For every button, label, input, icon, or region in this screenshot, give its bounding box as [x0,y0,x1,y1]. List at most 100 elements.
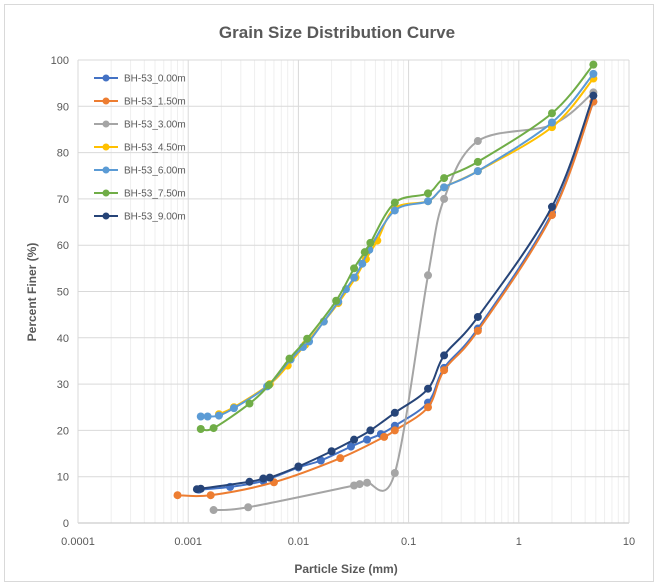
data-point [390,206,399,215]
data-point [332,296,341,305]
series-line [177,101,595,498]
legend-label: BH-53_9.00m [124,212,186,223]
data-point [350,435,359,444]
data-point [350,264,359,273]
data-point [316,456,325,465]
legend-entry: BH-53_4.50m [94,143,186,154]
data-point [589,60,598,69]
data-point [196,412,205,421]
chart-title: Grain Size Distribution Curve [219,23,455,42]
data-point [206,491,215,500]
data-point [303,334,312,343]
series-line [194,95,595,491]
data-point [547,202,556,211]
data-point [390,408,399,417]
major-gridlines [77,59,630,524]
x-tick-label: 0.001 [174,536,202,548]
data-point [244,503,253,512]
legend-label: BH-53_7.50m [124,189,186,200]
data-point [424,189,433,198]
legend-swatch-marker [102,97,110,105]
data-point [390,198,399,207]
data-point [380,432,389,441]
data-point [245,477,254,486]
data-point [203,412,212,421]
y-tick-label: 50 [57,287,69,299]
data-point [360,248,369,257]
data-point [358,259,367,268]
data-point [229,404,238,413]
legend-label: BH-53_3.00m [124,120,186,131]
legend-entry: BH-53_0.00m [94,74,186,85]
legend-swatch-marker [102,189,110,197]
y-tick-label: 0 [63,518,69,530]
data-point [440,351,449,360]
y-tick-label: 90 [57,101,69,113]
data-point [346,442,355,451]
y-tick-label: 100 [51,55,69,67]
data-point [440,194,449,203]
data-point [390,468,399,477]
data-point [424,384,433,393]
x-tick-label: 10 [623,536,635,548]
data-point [196,484,205,493]
data-point [259,474,268,483]
series-0 [194,97,598,494]
legend-swatch-marker [102,212,110,220]
y-tick-label: 40 [57,333,69,345]
y-tick-label: 10 [57,472,69,484]
data-point [327,447,336,456]
series-3 [214,74,598,419]
data-point [473,157,482,166]
x-axis-ticks: 0.0001 0.001 0.01 0.1 1 10 [61,536,635,548]
y-tick-label: 80 [57,148,69,160]
data-point [363,478,372,487]
legend-swatch-marker [102,120,110,128]
data-point [209,506,218,515]
series-2 [209,88,598,515]
data-point [264,381,273,390]
data-point [589,69,598,78]
data-point [390,426,399,435]
data-point [196,425,205,434]
legend: BH-53_0.00m BH-53_1.50m BH-53_3.00m BH-53_4… [94,74,186,223]
legend-swatch-marker [102,166,110,174]
data-point [294,462,303,471]
data-point [440,174,449,183]
data-point [589,91,598,100]
data-point [366,238,375,247]
data-point [424,271,433,280]
legend-label: BH-53_0.00m [124,74,186,85]
legend-swatch-marker [102,143,110,151]
data-point [209,424,218,433]
x-tick-label: 1 [516,536,522,548]
data-point [547,118,556,127]
data-point [424,197,433,206]
data-point [547,211,556,220]
y-tick-label: 20 [57,425,69,437]
data-point [355,480,364,489]
legend-entry: BH-53_6.00m [94,166,186,177]
legend-entry: BH-53_3.00m [94,120,186,131]
series-6 [192,91,598,494]
series-line [213,91,595,512]
series-layer [173,60,598,515]
data-point [350,273,359,282]
series-5 [196,60,598,434]
data-point [285,354,294,363]
series-line [200,63,595,432]
y-tick-label: 30 [57,379,69,391]
data-point [265,473,274,482]
data-point [363,435,372,444]
data-point [473,326,482,335]
data-point [440,366,449,375]
legend-entry: BH-53_1.50m [94,97,186,108]
x-tick-label: 0.1 [401,536,416,548]
y-tick-label: 60 [57,240,69,252]
data-point [424,403,433,412]
data-point [473,167,482,176]
data-point [173,491,182,500]
data-point [336,454,345,463]
data-point [245,399,254,408]
